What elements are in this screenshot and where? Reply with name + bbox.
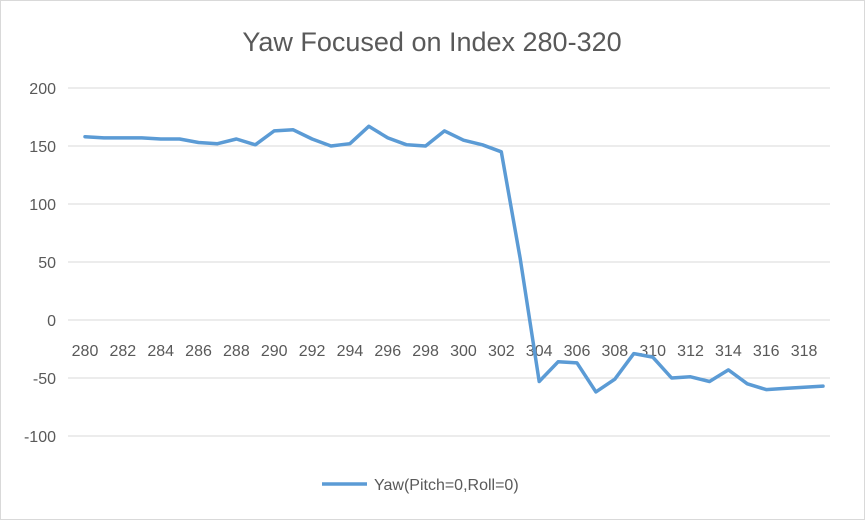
y-tick-label: -100: [24, 429, 56, 446]
legend: Yaw(Pitch=0,Roll=0): [322, 477, 519, 494]
x-tick-label: 314: [715, 343, 742, 360]
series-group: [83, 124, 825, 394]
y-axis-ticks: 200 150 100 50 0 -50 -100: [24, 81, 56, 446]
x-tick-label: 318: [791, 343, 818, 360]
x-tick-label: 286: [185, 343, 212, 360]
x-tick-label: 298: [412, 343, 439, 360]
series-line: [83, 124, 825, 394]
x-tick-label: 290: [261, 343, 288, 360]
x-tick-label: 292: [299, 343, 326, 360]
y-tick-label: 200: [29, 81, 56, 98]
legend-label: Yaw(Pitch=0,Roll=0): [374, 477, 519, 494]
x-tick-label: 280: [72, 343, 99, 360]
x-tick-label: 304: [526, 343, 553, 360]
x-tick-label: 302: [488, 343, 515, 360]
gridlines: [68, 87, 830, 437]
x-tick-label: 306: [564, 343, 591, 360]
x-tick-label: 308: [601, 343, 628, 360]
x-tick-label: 296: [374, 343, 401, 360]
y-tick-label: 50: [38, 255, 56, 272]
y-tick-label: -50: [33, 371, 56, 388]
x-tick-label: 316: [753, 343, 780, 360]
x-tick-label: 284: [147, 343, 174, 360]
y-tick-label: 0: [47, 313, 56, 330]
x-tick-label: 300: [450, 343, 477, 360]
y-tick-label: 150: [29, 139, 56, 156]
x-tick-label: 294: [337, 343, 364, 360]
x-tick-label: 312: [677, 343, 704, 360]
chart-title: Yaw Focused on Index 280-320: [242, 27, 621, 57]
x-axis-ticks: 280 282 284 286 288 290 292 294 296 298 300 302 304 3…: [72, 343, 818, 360]
x-tick-label: 288: [223, 343, 250, 360]
x-tick-label: 282: [109, 343, 136, 360]
y-tick-label: 100: [29, 197, 56, 214]
